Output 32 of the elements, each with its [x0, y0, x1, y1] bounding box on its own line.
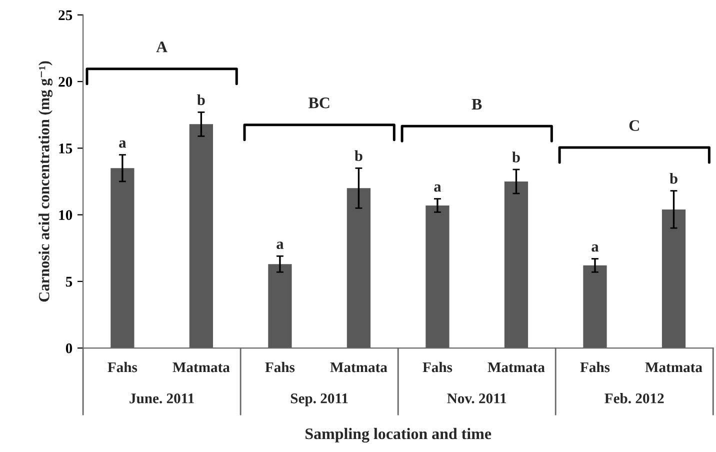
text: June. 2011: [130, 393, 194, 404]
annotation: B: [472, 98, 482, 110]
y-tick-label: 25: [58, 10, 72, 20]
text: Feb. 2012: [604, 393, 664, 404]
data-label: b: [512, 152, 520, 162]
annotation: C: [629, 120, 639, 131]
x-tick-label: Fahs: [108, 362, 138, 372]
x-axis-title: Sampling location and time: [306, 428, 492, 443]
annotation: BC: [308, 98, 330, 108]
x-tick-label: Matmata: [645, 362, 702, 372]
x-tick-label: Fahs: [580, 362, 610, 372]
x-tick-label: Matmata: [330, 362, 388, 372]
data-label: a: [119, 140, 126, 148]
data-label: a: [592, 244, 599, 252]
y-tick-label: 10: [59, 210, 72, 220]
data-label: a: [434, 184, 442, 192]
y-tick-label: 0: [66, 343, 72, 354]
text: Sep. 2011: [290, 393, 348, 406]
data-label: b: [670, 172, 678, 184]
data-label: a: [276, 242, 284, 249]
annotation: A: [156, 42, 168, 52]
x-tick-label: Matmata: [488, 362, 545, 372]
y-tick-label: 5: [66, 276, 72, 287]
data-label: b: [197, 94, 205, 106]
data-label: b: [354, 150, 362, 162]
x-tick-label: Fahs: [422, 362, 452, 372]
y-tick-label: 15: [59, 144, 72, 154]
y-axis-title: Carnosic acid concentration (mg g⁻¹): [38, 61, 52, 302]
text: Nov. 2011: [447, 393, 506, 404]
x-tick-label: Fahs: [265, 362, 295, 372]
y-tick-label: 20: [58, 76, 72, 87]
x-tick-label: Matmata: [172, 362, 230, 372]
